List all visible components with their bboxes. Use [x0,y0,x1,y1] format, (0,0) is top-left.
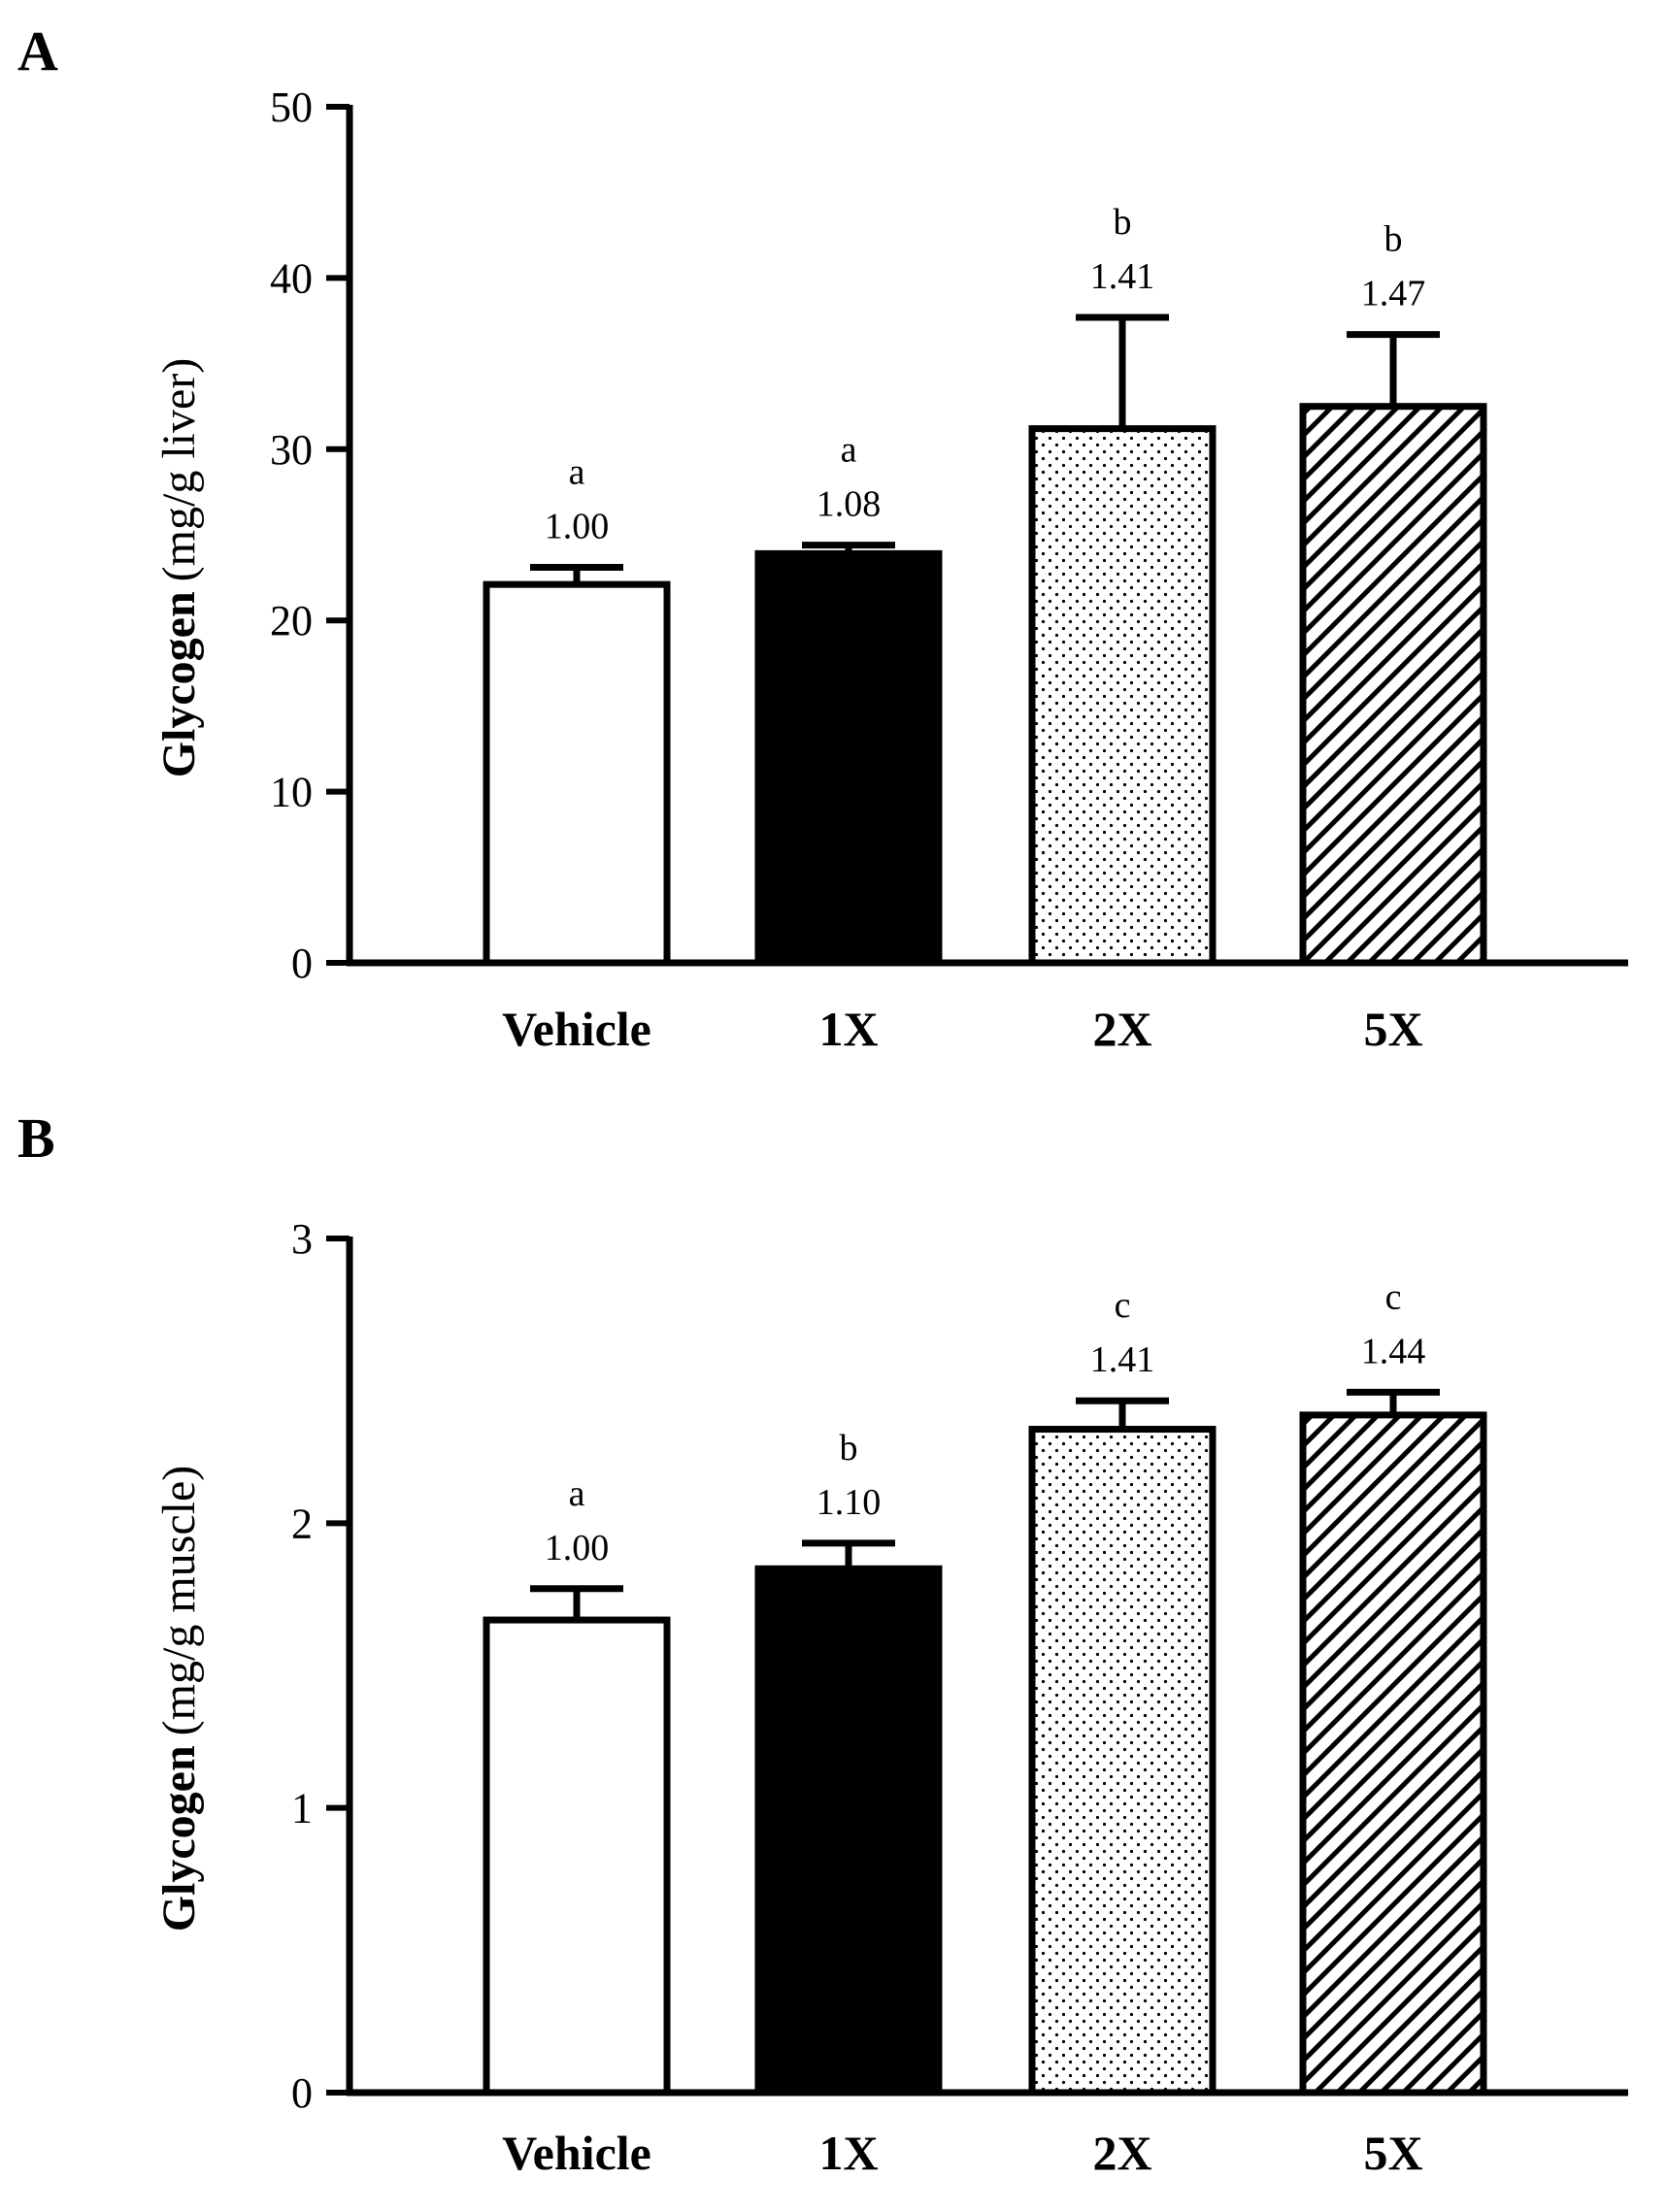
error-bar-a-3 [1076,314,1169,429]
error-bar-b-3 [1076,1397,1169,1430]
error-bar-b-1 [530,1585,623,1621]
y-tick-label-a-40: 40 [270,254,313,302]
y-tick-label-a-30: 30 [270,426,313,474]
panel-label-b: B [17,1106,55,1170]
fold-label-a-3: 1.41 [1090,256,1155,297]
y-axis-title-bold-a: Glycogen [153,591,205,777]
bar-a-2x [1028,425,1217,967]
sig-letter-a-2: a [841,430,857,471]
sig-letter-b-4: c [1385,1276,1402,1317]
fold-label-a-4: 1.47 [1361,274,1426,314]
y-tick-label-a-20: 20 [270,597,313,644]
y-axis-title-rest-b: (mg/g muscle) [153,1466,205,1736]
panel-label-a: A [17,19,58,83]
fold-label-b-2: 1.10 [817,1482,882,1523]
x-category-label-b-3: 2X [1092,2126,1151,2180]
y-axis-title-b: Glycogen (mg/g muscle) [153,1466,205,1932]
sig-letter-a-1: a [569,452,585,493]
bar-b-5x [1299,1411,1487,2096]
plot-area-a: 1.00 a 1.08 a 1.41 b 1.47 b 0 10 20 30 40 50 Vehicle 1X… [270,83,1628,1056]
y-axis-title-a: Glycogen (mg/g liver) [153,358,205,778]
x-category-label-b-2: 1X [818,2126,878,2180]
sig-letter-a-4: b [1384,219,1403,260]
panel-b: B Glycogen(mg/g muscle) 1.00a 1.10b1.41c1… [17,1106,1628,2180]
y-tick-label-a-50: 50 [270,83,313,131]
fold-label-a-2: 1.08 [817,484,882,525]
x-category-label-a-2: 1X [818,1002,878,1056]
sig-letter-b-3: c [1115,1285,1131,1326]
x-category-label-b-4: 5X [1363,2126,1422,2180]
plot-area-b: 1.00 a 1.10 b 1.41 c 1.44 c 0 1 2 3 Vehicle 1X 2X 5X [291,1215,1628,2180]
error-bar-b-4 [1347,1388,1440,1415]
bar-a-1x [754,549,943,967]
fold-label-b-1: 1.00 [545,1528,610,1568]
bar-b-1x [754,1565,943,2096]
fold-label-b-3: 1.41 [1090,1339,1155,1380]
sig-letter-a-3: b [1114,202,1132,243]
panel-a: A Glycogen(mg/g liver) 1.00a1.08a1.41b1.… [17,19,1628,1056]
y-tick-label-b-3: 3 [291,1215,313,1263]
bar-b-2x [1028,1426,1217,2096]
y-tick-label-a-0: 0 [291,940,313,987]
x-category-label-a-4: 5X [1363,1002,1422,1056]
y-axis-title-bold-b: Glycogen [153,1745,205,1931]
y-axis-title-rest-a: (mg/g liver) [153,358,205,582]
fold-label-b-4: 1.44 [1361,1331,1426,1371]
y-tick-label-b-0: 0 [291,2069,313,2117]
sig-letter-b-2: b [840,1428,858,1469]
fold-label-a-1: 1.00 [545,507,610,547]
bar-b-vehicle [483,1616,671,2096]
error-bar-a-4 [1347,331,1440,407]
x-category-label-b-1: Vehicle [502,2126,651,2180]
bar-a-5x [1299,403,1487,967]
y-tick-label-b-1: 1 [291,1785,313,1832]
y-tick-label-b-2: 2 [291,1500,313,1547]
sig-letter-b-1: a [569,1473,585,1514]
error-bar-b-2 [802,1539,895,1569]
x-category-label-a-1: Vehicle [502,1002,651,1056]
y-tick-label-a-10: 10 [270,769,313,816]
bar-a-vehicle [483,580,671,967]
x-category-label-a-3: 2X [1092,1002,1151,1056]
